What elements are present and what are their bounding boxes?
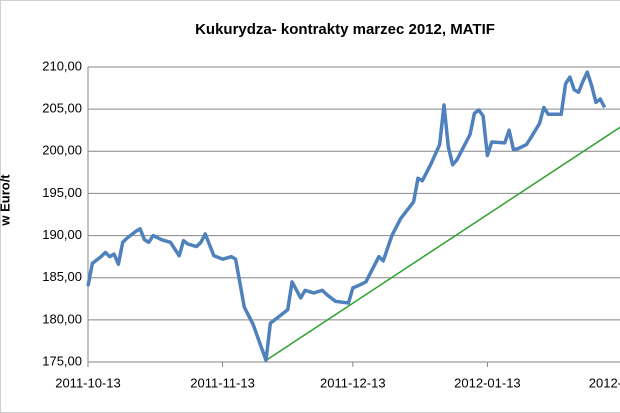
data-line [86, 70, 607, 363]
y-tick-label: 205,00 [42, 101, 82, 116]
y-tick-label: 210,00 [42, 58, 82, 73]
x-tick-label: 2012-01-13 [454, 375, 521, 390]
trend-line [265, 126, 620, 361]
y-tick-label: 180,00 [42, 311, 82, 326]
y-tick-label: 200,00 [42, 143, 82, 158]
y-axis-label: w Euro/t [0, 174, 12, 227]
y-tick-label: 185,00 [42, 269, 82, 284]
x-tick-label: 2011-12-13 [320, 375, 386, 390]
y-tick-label: 190,00 [42, 227, 82, 242]
chart-title: Kukurydza- kontrakty marzec 2012, MATIF [195, 21, 495, 38]
x-tick-label: 2011-10-13 [55, 375, 121, 390]
x-tick-label: 2012-02-13 [589, 375, 620, 390]
y-tick-label: 175,00 [42, 353, 82, 368]
x-tick-label: 2011-11-13 [190, 375, 255, 390]
y-tick-label: 195,00 [42, 185, 82, 200]
